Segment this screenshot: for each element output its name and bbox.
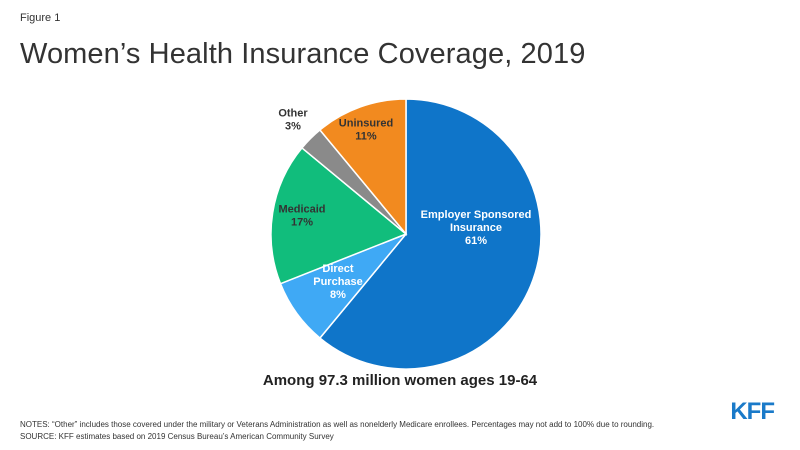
pie-slice-4 — [318, 98, 407, 237]
source-text: SOURCE: KFF estimates based on 2019 Cens… — [20, 432, 334, 441]
chart-title: Women’s Health Insurance Coverage, 2019 — [20, 38, 586, 70]
kff-logo: KFF — [730, 398, 775, 425]
slice-value-label: 17% — [291, 216, 313, 228]
slice-category-label: Direct — [322, 263, 354, 275]
slice-value-label: 3% — [285, 120, 301, 132]
slice-value-label: 8% — [330, 289, 346, 301]
slice-category-label: Employer Sponsored — [421, 209, 532, 221]
chart-notes: NOTES: “Other” includes those covered un… — [20, 419, 654, 443]
slice-category-label: Purchase — [313, 276, 363, 288]
figure-label: Figure 1 — [20, 12, 61, 24]
slice-category-label: Medicaid — [278, 203, 325, 215]
chart-subtitle: Among 97.3 million women ages 19-64 — [262, 372, 538, 389]
notes-text: NOTES: “Other” includes those covered un… — [20, 420, 655, 429]
pie-slice-0 — [318, 98, 542, 370]
slice-value-label: 11% — [355, 130, 377, 142]
slice-category-label: Insurance — [450, 222, 502, 234]
slice-category-label: Uninsured — [339, 117, 393, 129]
pie-slice-2 — [270, 146, 408, 285]
slice-value-label: 61% — [465, 235, 487, 247]
slice-category-label: Other — [278, 107, 308, 119]
